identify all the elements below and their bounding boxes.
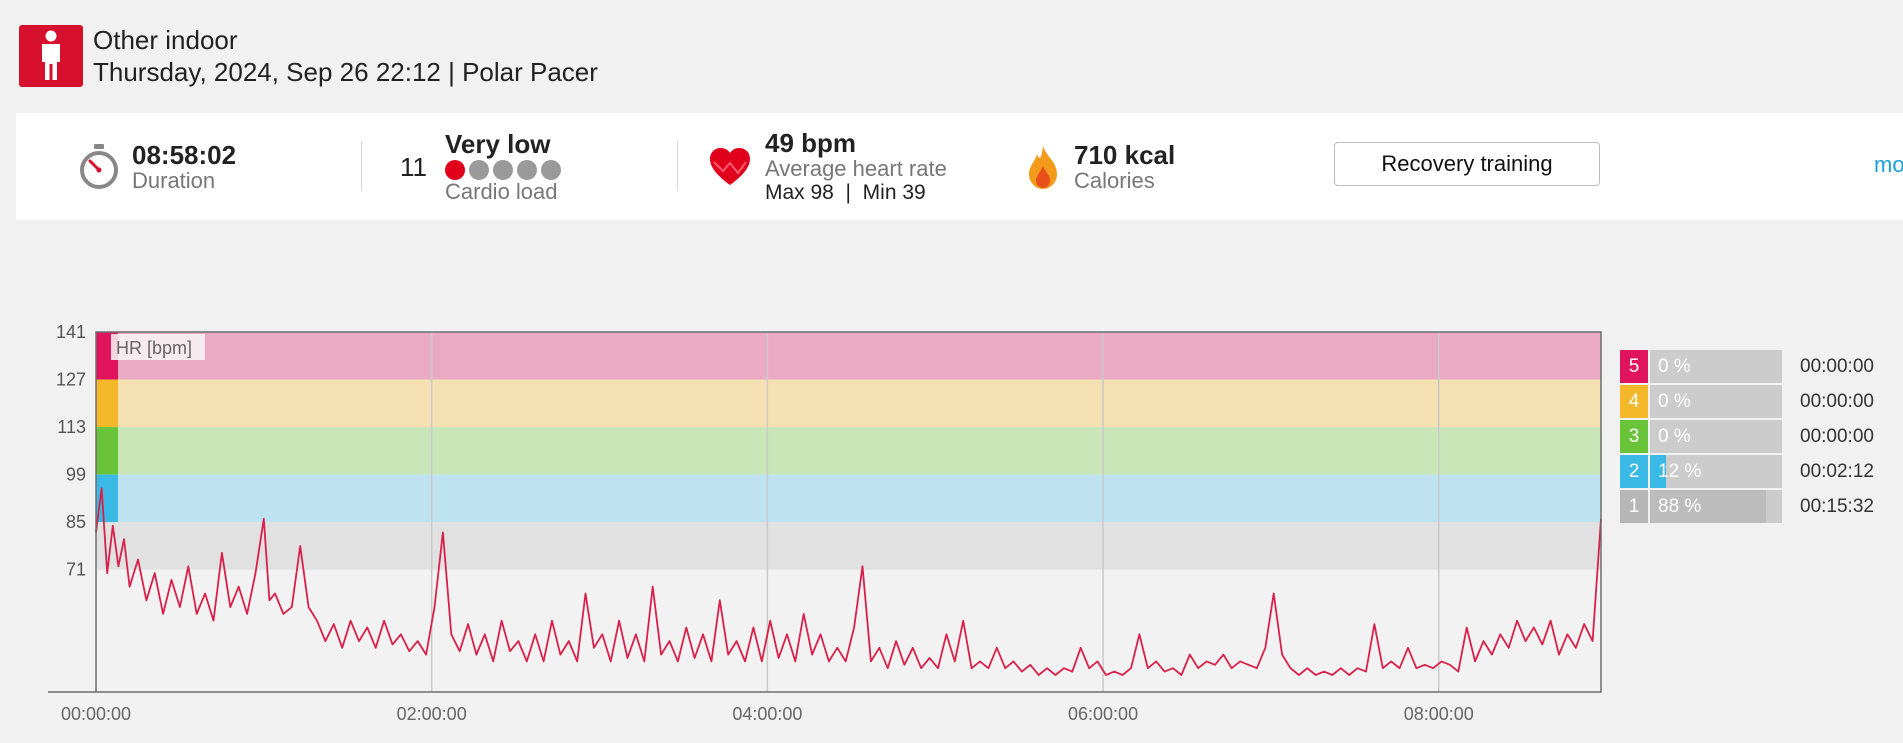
avg-hr-value: 49 bpm: [765, 127, 857, 158]
zone-number: 2: [1620, 455, 1648, 488]
series-label: HR [bpm]: [116, 338, 192, 358]
zone-percent-label: 0 %: [1658, 391, 1691, 412]
hr-chart-area: 00:00:00 02:00:00 04:00:00 06:00:00 08:00:00…: [0, 320, 1903, 738]
x-tick-label: 08:00:00: [1404, 704, 1474, 724]
zone-percent-label: 88 %: [1658, 496, 1702, 517]
avg-hr-label: Average heart rate: [765, 155, 947, 181]
cardio-load-level: Very low: [445, 128, 551, 159]
session-meta: Thursday, 2024, Sep 26 22:12 | Polar Pac…: [93, 57, 598, 87]
calories-metric: 710 kcal Calories: [1026, 113, 1175, 220]
zone-percent-bar: 0 %: [1650, 420, 1782, 453]
session-header: Other indoor Thursday, 2024, Sep 26 22:1…: [19, 24, 598, 88]
person-icon: [19, 25, 83, 87]
zone-percent-bar: 0 %: [1650, 350, 1782, 383]
stopwatch-icon: [80, 143, 118, 189]
x-tick-label: 00:00:00: [61, 704, 131, 724]
cardio-load-dot: [493, 159, 513, 180]
zone-number: 4: [1620, 385, 1648, 418]
sport-name: Other indoor: [93, 25, 238, 55]
zone-time: 00:02:12: [1800, 460, 1874, 482]
plot-frame: [95, 331, 1602, 693]
zone-number: 5: [1620, 350, 1648, 383]
zone-time: 00:15:32: [1800, 495, 1874, 517]
zone-percent-fill: [1650, 455, 1666, 488]
hr-max-min: Max 98 | Min 39: [765, 180, 926, 204]
x-tick-label: 02:00:00: [397, 704, 467, 724]
cardio-load-value: 11: [400, 151, 427, 182]
hr-zone-band-4: [96, 379, 1601, 428]
duration-label: Duration: [132, 167, 216, 193]
hr-zone-band-2: [96, 474, 1601, 523]
zone-row-2[interactable]: 2 12 % 00:02:12: [1620, 455, 1890, 488]
heart-rate-metric: 49 bpm Average heart rate Max 98 | Min 3…: [709, 113, 947, 220]
summary-panel: 08:58:02 Duration 11 Very low Cardio loa…: [16, 113, 1903, 220]
hr-zone-band-5: [96, 332, 1601, 380]
cardio-load-dot: [517, 159, 537, 180]
cardio-load-dot: [445, 159, 465, 180]
cardio-load-dots: [445, 159, 561, 180]
zone-row-3[interactable]: 3 0 % 00:00:00: [1620, 420, 1890, 453]
y-tick-label: 141: [56, 322, 86, 342]
zone-percent-bar: 0 %: [1650, 385, 1782, 418]
hr-chart: 00:00:00 02:00:00 04:00:00 06:00:00 08:00:00…: [48, 322, 1602, 724]
more-link[interactable]: mo: [1874, 152, 1903, 177]
x-tick-label: 04:00:00: [732, 704, 802, 724]
duration-value: 08:58:02: [132, 139, 237, 170]
hr-zone-strip-4: [96, 379, 118, 428]
cardio-load-metric: 11 Very low Cardio load: [400, 113, 561, 220]
zone-number: 1: [1620, 490, 1648, 523]
heart-icon: [710, 147, 750, 185]
y-tick-label: 71: [66, 560, 86, 580]
y-tick-label: 113: [57, 417, 86, 437]
training-benefit-button[interactable]: Recovery training: [1334, 142, 1600, 186]
zone-percent-bar: 12 %: [1650, 455, 1782, 488]
duration-metric: 08:58:02 Duration: [78, 113, 236, 220]
zone-row-1[interactable]: 1 88 % 00:15:32: [1620, 490, 1890, 523]
divider: [361, 141, 362, 191]
x-tick-label: 06:00:00: [1068, 704, 1138, 724]
zone-percent-label: 0 %: [1658, 426, 1691, 447]
zone-time: 00:00:00: [1800, 425, 1874, 447]
zone-percent-label: 12 %: [1658, 461, 1702, 482]
calories-value: 710 kcal: [1074, 139, 1176, 170]
cardio-load-dot: [541, 159, 561, 180]
zone-time: 00:00:00: [1800, 355, 1874, 377]
zone-row-4[interactable]: 4 0 % 00:00:00: [1620, 385, 1890, 418]
flame-icon: [1029, 145, 1057, 189]
zone-time: 00:00:00: [1800, 390, 1874, 412]
divider: [677, 141, 678, 191]
hr-line: [95, 487, 1602, 676]
cardio-load-dot: [469, 159, 489, 180]
hr-zone-strip-3: [96, 427, 118, 475]
zone-percent-bar: 88 %: [1650, 490, 1782, 523]
zone-percent-label: 0 %: [1658, 356, 1691, 377]
hr-zone-band-3: [96, 427, 1601, 475]
hr-zone-band-1: [96, 522, 1601, 570]
zone-row-5[interactable]: 5 0 % 00:00:00: [1620, 350, 1890, 383]
hr-zone-strip-2: [96, 474, 118, 523]
calories-label: Calories: [1074, 167, 1155, 193]
y-tick-label: 99: [66, 465, 86, 485]
y-tick-label: 127: [56, 370, 86, 390]
cardio-load-label: Cardio load: [445, 178, 558, 204]
zone-number: 3: [1620, 420, 1648, 453]
zone-percent-fill: [1650, 490, 1767, 523]
series-label-box: [111, 334, 205, 360]
y-tick-label: 85: [66, 512, 86, 532]
